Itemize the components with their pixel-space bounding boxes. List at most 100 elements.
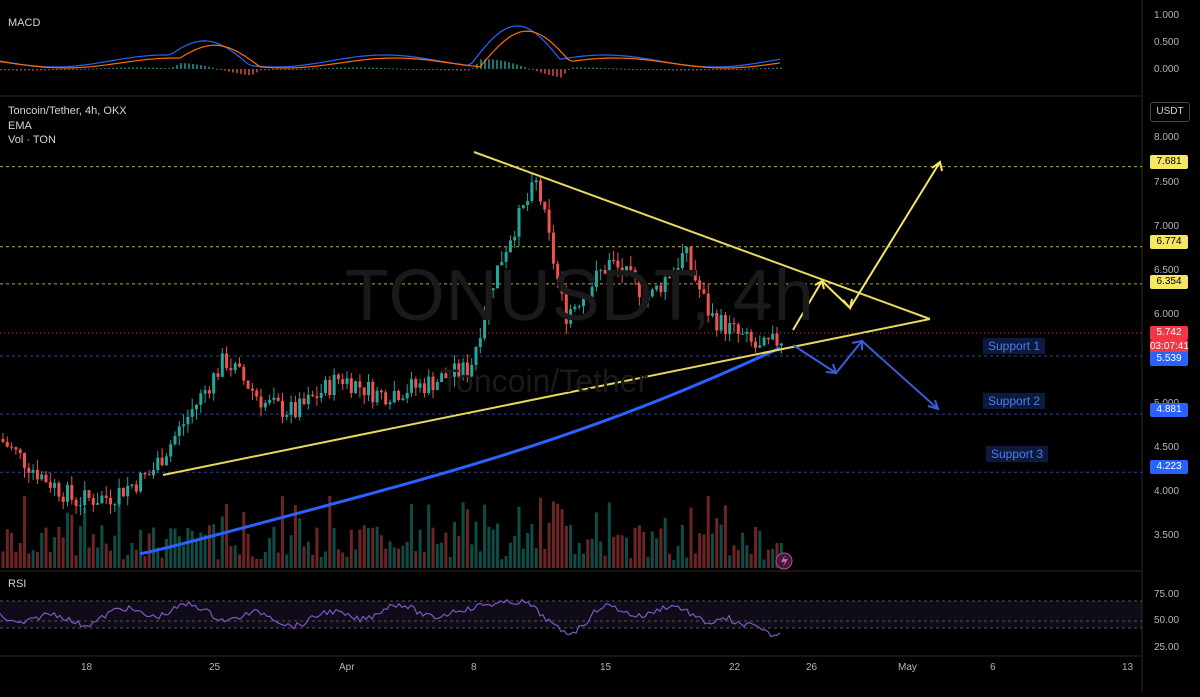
volume-bar <box>186 527 190 568</box>
macd-hist-bar <box>608 68 610 70</box>
trendlines[interactable] <box>162 151 943 476</box>
rsi-band <box>0 601 1142 628</box>
macd-hist-bar <box>432 69 434 70</box>
macd-hist-bar <box>568 69 570 70</box>
macd-hist-bar <box>736 69 738 70</box>
volume-bar <box>332 528 336 568</box>
candle-body <box>164 456 168 466</box>
ema-indicator-label[interactable]: EMA <box>8 120 32 132</box>
macd-hist-bar <box>780 67 782 69</box>
macd-hist-bar <box>656 69 658 71</box>
macd-hist-bar <box>416 69 418 70</box>
volume-bar <box>405 541 409 568</box>
candle-body <box>336 374 340 380</box>
candle-body <box>57 483 61 497</box>
macd-hist-bar <box>576 67 578 69</box>
macd-hist-bar <box>308 68 310 70</box>
support-2-label[interactable]: Support 2 <box>983 393 1046 409</box>
candle-body <box>551 232 555 264</box>
price-tag: 03:07:41 <box>1150 340 1189 354</box>
macd-hist-bar <box>92 68 94 70</box>
candle-body <box>289 402 293 415</box>
price-tag: 4.881 <box>1150 403 1188 417</box>
volume-bar <box>444 532 448 568</box>
volume-bar <box>298 518 302 568</box>
volume-bar <box>134 549 138 568</box>
candle-body <box>121 487 125 497</box>
macd-hist-bar <box>172 67 174 69</box>
candle-body <box>685 247 689 254</box>
volume-bar <box>289 535 293 568</box>
macd-hist-bar <box>272 69 274 71</box>
macd-label[interactable]: MACD <box>8 17 41 29</box>
volume-bar <box>255 558 259 568</box>
macd-hist-bar <box>96 68 98 70</box>
macd-hist-bar <box>776 67 778 69</box>
volume-bar <box>496 523 499 568</box>
macd-hist-bar <box>384 68 386 70</box>
macd-hist-bar <box>660 69 662 71</box>
volume-bar <box>534 548 538 568</box>
volume-bar <box>728 555 732 568</box>
volume-bar <box>457 535 461 568</box>
volume-bar <box>633 527 637 568</box>
macd-hist-bar <box>408 68 410 70</box>
volume-bar <box>564 525 568 568</box>
volume-bar <box>650 531 654 568</box>
macd-hist-bar <box>196 64 198 69</box>
candle-body <box>414 379 418 388</box>
candles <box>1 172 783 516</box>
macd-hist-bar <box>52 69 54 71</box>
macd-hist-bar <box>600 67 602 69</box>
volume-bar <box>668 553 671 568</box>
volume-bar <box>306 541 310 568</box>
currency-button[interactable]: USDT <box>1150 102 1190 122</box>
macd-line <box>0 25 781 68</box>
macd-hist-bar <box>344 67 346 69</box>
candle-body <box>203 390 207 394</box>
candle-body <box>616 260 620 268</box>
support-1-label[interactable]: Support 1 <box>983 338 1046 354</box>
volume-bar <box>242 512 246 568</box>
date-tick: 6 <box>990 662 996 673</box>
candle-body <box>405 392 409 399</box>
volume-bar <box>328 495 332 568</box>
candle-body <box>689 247 693 270</box>
arrow-down-icon <box>927 399 940 411</box>
macd-hist-bar <box>744 68 746 70</box>
macd-hist-bar <box>516 64 518 69</box>
volume-bar <box>70 514 74 568</box>
macd-hist-bar <box>240 69 242 75</box>
macd-hist-bar <box>508 62 510 69</box>
volume-indicator-label[interactable]: Vol · TON <box>8 134 56 146</box>
candle-body <box>392 390 396 403</box>
volume-bar <box>27 553 31 568</box>
bullish-projection <box>792 161 941 331</box>
volume-bar <box>367 528 370 568</box>
candle-body <box>5 441 9 447</box>
macd-hist-bar <box>752 68 754 70</box>
macd-hist-bar <box>544 69 546 74</box>
candle-body <box>594 270 598 288</box>
candle-body <box>233 363 237 371</box>
support-3-label[interactable]: Support 3 <box>986 446 1049 462</box>
volume-bar <box>573 554 577 568</box>
date-tick: 15 <box>600 662 612 673</box>
macd-hist-bar <box>380 67 382 69</box>
volume-bar <box>397 548 401 568</box>
volume-bar <box>362 525 366 568</box>
candle-body <box>754 341 757 348</box>
volume-bar <box>139 529 143 568</box>
candle-body <box>573 306 577 310</box>
macd-hist-bar <box>444 69 446 71</box>
symbol-title[interactable]: Toncoin/Tether, 4h, OKX <box>8 105 127 117</box>
candle-body <box>655 285 659 290</box>
macd-hist-bar <box>532 69 534 70</box>
rsi-label[interactable]: RSI <box>8 578 27 590</box>
candle-body <box>749 331 753 342</box>
candle-body <box>126 485 130 497</box>
candle-body <box>48 482 52 488</box>
volume-bar <box>517 506 521 568</box>
